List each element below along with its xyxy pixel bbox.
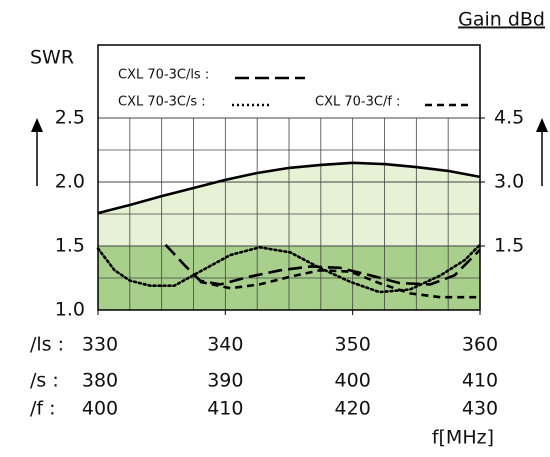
x-tick-label: 380 <box>82 370 118 392</box>
x-tick-label: 330 <box>82 334 118 356</box>
x-axis-name: /s : <box>30 370 59 392</box>
x-tick-label: 360 <box>462 334 498 356</box>
x-tick-label: 430 <box>462 398 498 420</box>
legend-label: CXL 70-3C/f : <box>315 95 400 110</box>
x-tick-label: 350 <box>335 334 371 356</box>
x-tick-label: 400 <box>82 398 118 420</box>
y-tick-label: 2.0 <box>55 171 85 193</box>
x-axis-label: f[MHz] <box>432 427 494 449</box>
y-axis-label: SWR <box>30 47 74 69</box>
lines <box>96 161 482 299</box>
right-arrow-head <box>536 118 548 132</box>
y-tick-label: 1.5 <box>55 235 85 257</box>
x-tick-label: 400 <box>335 370 371 392</box>
y2-tick-label: 1.5 <box>494 235 524 257</box>
series-line <box>97 161 481 215</box>
x-tick-label: 340 <box>207 334 243 356</box>
x-tick-label: 390 <box>207 370 243 392</box>
x-tick-label: 420 <box>335 398 371 420</box>
left-arrow-head <box>31 118 43 132</box>
y2-tick-label: 4.5 <box>494 107 524 129</box>
legend-label: CXL 70-3C/s : <box>118 95 206 110</box>
y2-axis-label: Gain dBd <box>458 9 545 31</box>
x-tick-label: 410 <box>462 370 498 392</box>
series-line <box>199 268 480 299</box>
x-axis-name: /ls : <box>30 334 64 356</box>
y-tick-label: 1.0 <box>55 299 85 321</box>
x-tick-label: 410 <box>207 398 243 420</box>
series-line <box>164 243 481 286</box>
legend-label: CXL 70-3C/ls : <box>118 68 209 83</box>
series-line <box>96 243 482 294</box>
x-axis-name: /f : <box>30 398 56 420</box>
y2-tick-label: 3.0 <box>494 171 524 193</box>
y-tick-label: 2.5 <box>55 107 85 129</box>
